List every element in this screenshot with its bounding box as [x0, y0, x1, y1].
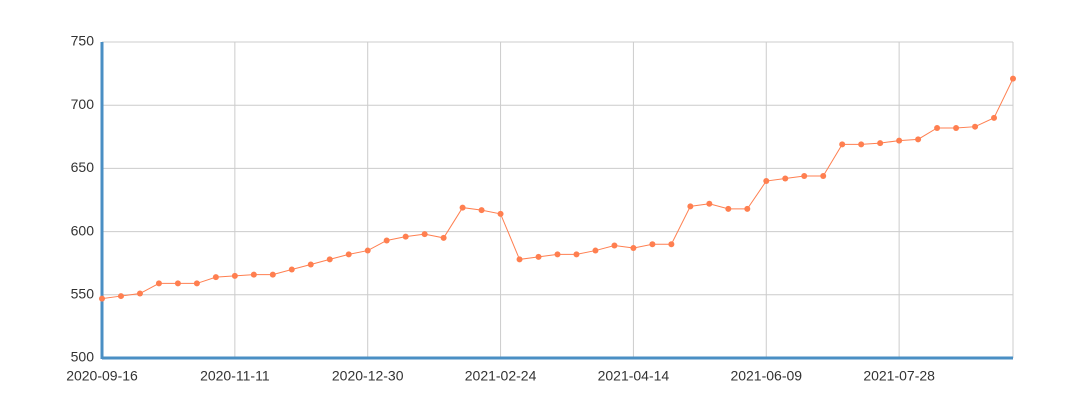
- point: [136, 290, 143, 297]
- point: [99, 295, 105, 302]
- point: [288, 266, 295, 273]
- point: [573, 251, 580, 258]
- y-tick-label: 500: [71, 349, 95, 365]
- y-tick-label: 750: [71, 33, 95, 49]
- point: [440, 234, 447, 241]
- point: [915, 136, 922, 143]
- point: [877, 140, 884, 147]
- point: [858, 141, 865, 148]
- point: [763, 178, 770, 185]
- point: [421, 231, 428, 238]
- point: [516, 256, 523, 263]
- point: [782, 175, 789, 182]
- point: [478, 207, 485, 214]
- point: [706, 200, 713, 207]
- point: [155, 280, 162, 287]
- point: [383, 237, 390, 244]
- point: [459, 204, 466, 211]
- x-tick-label: 2020-09-16: [66, 368, 138, 384]
- point: [326, 256, 333, 263]
- y-tick-label: 550: [71, 286, 95, 302]
- point: [174, 280, 181, 287]
- point: [364, 247, 371, 254]
- point: [934, 124, 941, 131]
- point: [611, 242, 618, 249]
- point: [345, 251, 352, 258]
- x-tick-label: 2021-06-09: [730, 368, 802, 384]
- point: [592, 247, 599, 254]
- point: [744, 205, 751, 212]
- x-tick-label: 2020-12-30: [332, 368, 404, 384]
- y-tick-label: 700: [71, 96, 95, 112]
- x-tick-label: 2021-04-14: [598, 368, 670, 384]
- point: [554, 251, 561, 258]
- point: [212, 274, 219, 281]
- point: [193, 280, 200, 287]
- y-tick-label: 650: [71, 159, 95, 175]
- point: [535, 253, 542, 260]
- point: [250, 271, 257, 278]
- point: [953, 124, 960, 131]
- x-tick-label: 2021-07-28: [863, 368, 935, 384]
- point: [231, 272, 238, 279]
- point: [307, 261, 314, 268]
- point: [497, 210, 504, 217]
- point: [991, 114, 998, 121]
- x-tick-label: 2021-02-24: [465, 368, 537, 384]
- point: [649, 241, 656, 248]
- line: [101, 78, 1014, 300]
- point: [687, 203, 694, 210]
- point: [801, 172, 808, 179]
- point: [725, 205, 732, 212]
- point: [839, 141, 846, 148]
- point: [630, 245, 637, 252]
- point: [117, 293, 124, 300]
- point: [402, 233, 409, 240]
- point: [668, 241, 675, 248]
- point: [269, 271, 276, 278]
- point: [820, 172, 827, 179]
- point: [896, 137, 903, 144]
- point: [972, 123, 979, 130]
- y-tick-label: 600: [71, 222, 95, 238]
- point: [1010, 75, 1016, 82]
- x-tick-label: 2020-11-11: [200, 368, 270, 384]
